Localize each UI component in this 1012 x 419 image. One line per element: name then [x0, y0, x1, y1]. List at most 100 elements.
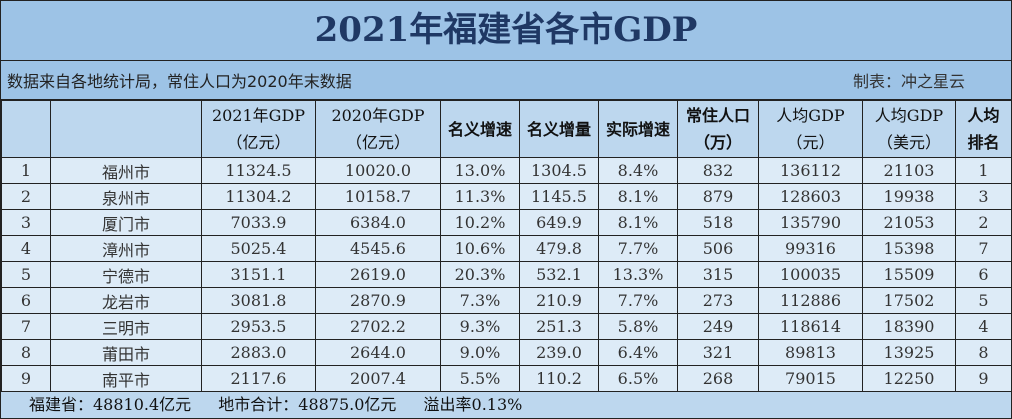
- table-cell: 4: [955, 313, 1012, 340]
- column-header: 人均GDP （美元）: [862, 100, 956, 158]
- table-cell: 13.0%: [440, 157, 520, 184]
- header-row: 2021年GDP （亿元） 2020年GDP （亿元） 名义增速 名义增量 实际增速 常住人口…: [1, 100, 1012, 158]
- column-header: 2021年GDP （亿元）: [201, 100, 316, 158]
- table-cell: 5: [955, 287, 1012, 314]
- header-line1: 名义增量: [526, 119, 591, 139]
- table-cell: 2644.0: [315, 339, 441, 366]
- table-cell: 2117.6: [201, 365, 316, 392]
- table-cell: 210.9: [519, 287, 599, 314]
- table-cell: 239.0: [519, 339, 599, 366]
- table-cell: 19938: [862, 183, 956, 210]
- column-header: 人均GDP （元）: [758, 100, 863, 158]
- header-line2: （亿元）: [226, 133, 291, 152]
- table-cell: 135790: [758, 209, 863, 236]
- table-cell: 7: [955, 235, 1012, 262]
- table-cell: 3151.1: [201, 261, 316, 288]
- table-cell: 79015: [758, 365, 863, 392]
- table-cell: 9.3%: [440, 313, 520, 340]
- table-cell: 2: [955, 209, 1012, 236]
- table-cell: 99316: [758, 235, 863, 262]
- table-cell: 8: [1, 339, 51, 366]
- table-cell: 6.5%: [598, 365, 678, 392]
- table-cell: 10020.0: [315, 157, 441, 184]
- table-cell: 10.6%: [440, 235, 520, 262]
- table-cell: 莆田市: [50, 339, 202, 366]
- table-cell: 4: [1, 235, 51, 262]
- column-header: 2020年GDP （亿元）: [315, 100, 441, 158]
- table-row: 9 南平市 2117.6 2007.4 5.5% 110.2 6.5% 268 79015 122…: [1, 365, 1012, 392]
- table-cell: 518: [677, 209, 759, 236]
- table-row: 2 泉州市 11304.2 10158.7 11.3% 1145.5 8.1% 879 1286…: [1, 183, 1012, 210]
- table-cell: 128603: [758, 183, 863, 210]
- table-cell: 532.1: [519, 261, 599, 288]
- table-cell: 321: [677, 339, 759, 366]
- header-line2: （万）: [693, 133, 742, 152]
- table-cell: 泉州市: [50, 183, 202, 210]
- table-cell: 13925: [862, 339, 956, 366]
- table-cell: 2619.0: [315, 261, 441, 288]
- table-row: 5 宁德市 3151.1 2619.0 20.3% 532.1 13.3% 315 100035…: [1, 261, 1012, 288]
- table-cell: 20.3%: [440, 261, 520, 288]
- table-cell: 879: [677, 183, 759, 210]
- table-cell: 8.4%: [598, 157, 678, 184]
- table-cell: 4545.6: [315, 235, 441, 262]
- table-cell: 南平市: [50, 365, 202, 392]
- table-cell: 10158.7: [315, 183, 441, 210]
- header-line1: 常住人口: [685, 106, 750, 125]
- column-header: 名义增量: [519, 100, 599, 158]
- table-cell: 2702.2: [315, 313, 441, 340]
- header-line2: 排名: [967, 133, 1000, 152]
- table-cell: 7033.9: [201, 209, 316, 236]
- table-row: 4 漳州市 5025.4 4545.6 10.6% 479.8 7.7% 506 99316 15…: [1, 235, 1012, 262]
- column-header: 名义增速: [440, 100, 520, 158]
- header-line1: 2020年GDP: [331, 106, 425, 125]
- column-header: 实际增速: [598, 100, 678, 158]
- table-cell: 5025.4: [201, 235, 316, 262]
- table-cell: 2883.0: [201, 339, 316, 366]
- overflow-rate: 溢出率0.13%: [423, 395, 523, 414]
- province-total: 福建省：48810.4亿元: [29, 395, 192, 414]
- column-header: [1, 100, 51, 158]
- table-cell: 7: [1, 313, 51, 340]
- table-cell: 7.7%: [598, 287, 678, 314]
- table-cell: 2953.5: [201, 313, 316, 340]
- table-cell: 6: [1, 287, 51, 314]
- table-cell: 89813: [758, 339, 863, 366]
- table-cell: 厦门市: [50, 209, 202, 236]
- table-cell: 268: [677, 365, 759, 392]
- table-row: 7 三明市 2953.5 2702.2 9.3% 251.3 5.8% 249 118614 18…: [1, 313, 1012, 340]
- header-line1: 人均GDP: [776, 106, 845, 125]
- table-cell: 3: [1, 209, 51, 236]
- table-cell: 251.3: [519, 313, 599, 340]
- table-cell: 福州市: [50, 157, 202, 184]
- table-cell: 宁德市: [50, 261, 202, 288]
- header-line2: （元）: [786, 133, 835, 152]
- table-cell: 136112: [758, 157, 863, 184]
- page-title: 2021年福建省各市GDP: [1, 1, 1011, 61]
- column-header: [50, 100, 202, 158]
- table-cell: 6.4%: [598, 339, 678, 366]
- table-cell: 8.1%: [598, 209, 678, 236]
- table-cell: 2007.4: [315, 365, 441, 392]
- column-header: 人均 排名: [955, 100, 1012, 158]
- table-cell: 1145.5: [519, 183, 599, 210]
- table-cell: 3081.8: [201, 287, 316, 314]
- table-cell: 118614: [758, 313, 863, 340]
- header-line1: 名义增速: [447, 119, 512, 139]
- table-cell: 6: [955, 261, 1012, 288]
- table-cell: 11.3%: [440, 183, 520, 210]
- table-cell: 5.8%: [598, 313, 678, 340]
- table-cell: 315: [677, 261, 759, 288]
- header-line2: （美元）: [876, 133, 941, 152]
- table-cell: 15509: [862, 261, 956, 288]
- table-cell: 12250: [862, 365, 956, 392]
- gdp-table: 2021年GDP （亿元） 2020年GDP （亿元） 名义增速 名义增量 实际增速 常住人口…: [1, 100, 1012, 392]
- table-cell: 479.8: [519, 235, 599, 262]
- table-cell: 832: [677, 157, 759, 184]
- table-cell: 9: [1, 365, 51, 392]
- note-row: 数据来自各地统计局，常住人口为2020年末数据 制表：冲之星云: [1, 61, 1011, 100]
- table-cell: 漳州市: [50, 235, 202, 262]
- table-cell: 三明市: [50, 313, 202, 340]
- table-cell: 9.0%: [440, 339, 520, 366]
